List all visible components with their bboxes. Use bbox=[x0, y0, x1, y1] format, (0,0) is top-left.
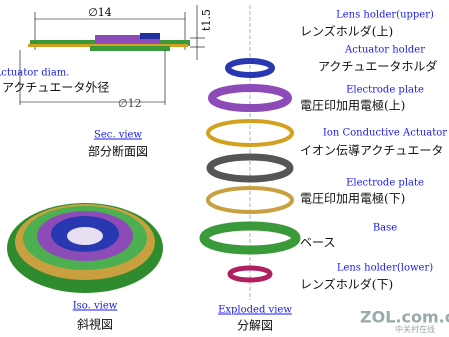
diameter-inner: ∅12 bbox=[118, 97, 142, 110]
part bbox=[199, 221, 301, 255]
part-label-ja: レンズホルダ(上) bbox=[300, 24, 393, 39]
part bbox=[225, 58, 275, 78]
part bbox=[206, 153, 294, 183]
diameter-outer: ∅14 bbox=[88, 6, 112, 19]
part-label-ja: レンズホルダ(下) bbox=[300, 277, 393, 292]
part-label-ja: イオン伝導アクチュエータ bbox=[300, 144, 443, 158]
exploded-caption-ja: 分解図 bbox=[237, 319, 273, 333]
part-label-en: Electrode plate bbox=[346, 85, 424, 96]
iso-drawing bbox=[7, 203, 163, 293]
part bbox=[206, 119, 294, 147]
part-label-en: Base bbox=[373, 223, 397, 234]
part-label-ja: 電圧印加用電極(下) bbox=[300, 191, 405, 206]
caption-ja: 部分断面図 bbox=[88, 144, 148, 159]
iso-caption-en: Iso. view bbox=[73, 301, 118, 312]
iso-caption-ja: 斜視図 bbox=[77, 317, 113, 332]
watermark-name: 中关村在线 bbox=[395, 324, 435, 334]
part-label-en: Lens holder(upper) bbox=[336, 10, 434, 21]
watermark-site: ZOL.com.cn bbox=[360, 308, 449, 327]
part-label-en: Ion Conductive Actuator bbox=[323, 128, 447, 139]
part-label-ja: ベース bbox=[300, 236, 335, 250]
diameter-label-ja: アクチュエータ外径 bbox=[2, 81, 109, 95]
part bbox=[227, 265, 273, 283]
part bbox=[208, 84, 292, 112]
part-label-en: Lens holder(lower) bbox=[337, 263, 433, 274]
section-drawing bbox=[19, 5, 205, 105]
caption-en: Sec. view bbox=[94, 130, 142, 141]
diameter-label-en: Actuator diam. bbox=[0, 68, 69, 79]
thickness: t1.5 bbox=[200, 9, 213, 31]
part-label-ja: アクチュエータホルダ bbox=[318, 59, 437, 74]
part bbox=[206, 186, 294, 214]
part-label-en: Electrode plate bbox=[346, 178, 424, 189]
exploded-caption-en: Exploded view bbox=[218, 305, 292, 316]
part-label-ja: 電圧印加用電極(上) bbox=[300, 98, 405, 113]
part-label-en: Actuator holder bbox=[344, 45, 425, 56]
